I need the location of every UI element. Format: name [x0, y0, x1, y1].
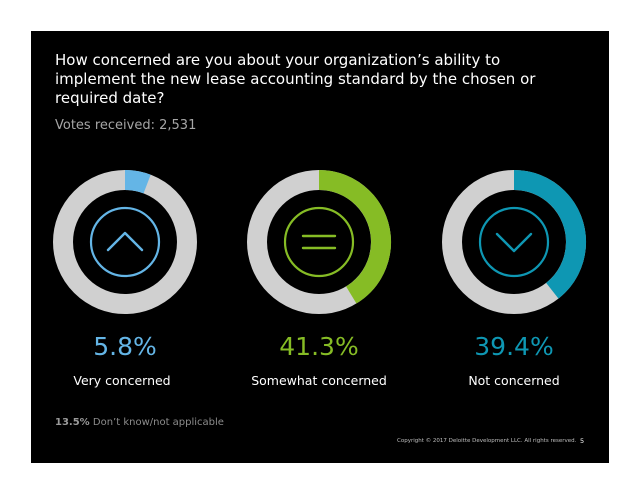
donut-arc-not-concerned — [513, 170, 586, 299]
percent-very-concerned: 5.8% — [93, 332, 157, 361]
page-number: 5 — [580, 437, 585, 445]
donut-arc-somewhat-concerned — [318, 170, 391, 304]
footnote-label: Don’t know/not applicable — [92, 417, 224, 428]
footnote-value: 13.5% — [55, 417, 90, 428]
inner-ring-very-concerned — [89, 206, 161, 278]
percent-somewhat-concerned: 41.3% — [279, 332, 359, 361]
copyright: Copyright © 2017 Deloitte Development LL… — [397, 438, 577, 444]
label-not-concerned: Not concerned — [468, 373, 560, 388]
votes-value: 2,531 — [159, 118, 197, 133]
footnote: 13.5% Don’t know/not applicable — [55, 417, 224, 428]
votes-label: Votes received: — [55, 118, 155, 133]
percent-not-concerned: 39.4% — [474, 332, 554, 361]
slide: How concerned are you about your organiz… — [31, 31, 609, 463]
votes-received: Votes received: 2,531 — [55, 118, 196, 133]
label-somewhat-concerned: Somewhat concerned — [251, 373, 387, 388]
equals-icon — [301, 234, 337, 250]
chevron-down-icon — [495, 232, 533, 253]
question-title: How concerned are you about your organiz… — [55, 51, 536, 107]
chevron-up-icon — [106, 231, 144, 252]
donut-arc-very-concerned — [124, 170, 151, 194]
label-very-concerned: Very concerned — [73, 373, 171, 388]
donut-charts — [53, 170, 586, 314]
donut-track-very-concerned — [53, 170, 197, 314]
inner-ring-not-concerned — [478, 206, 550, 278]
inner-ring-somewhat-concerned — [283, 206, 355, 278]
